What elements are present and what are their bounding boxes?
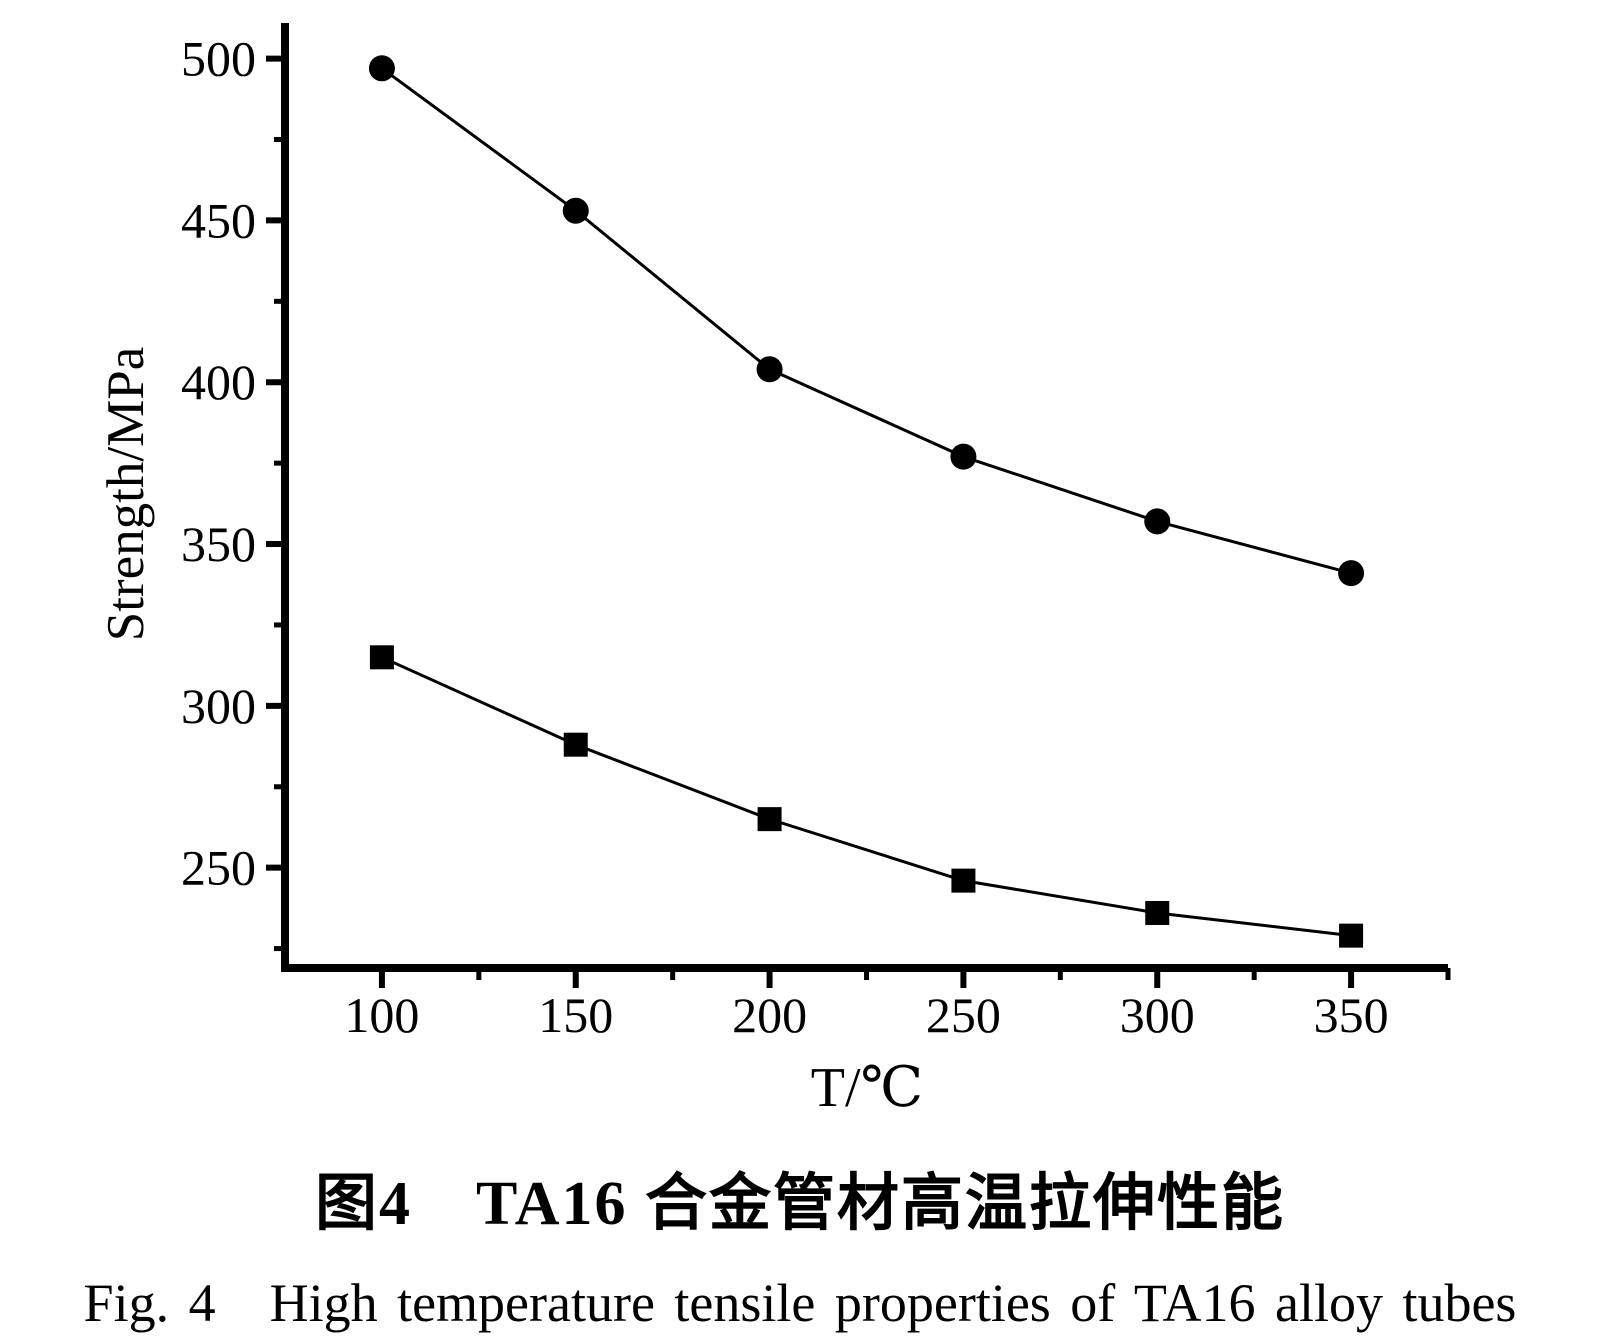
lower-strength-curve-line bbox=[381, 655, 1352, 938]
x-tick-label: 300 bbox=[1120, 987, 1195, 1043]
upper-strength-curve-point bbox=[368, 55, 395, 82]
x-tick-label: 350 bbox=[1314, 987, 1389, 1043]
upper-strength-curve-line bbox=[381, 67, 1352, 575]
line-chart: 250 300 350 400 450 500 100 150 200 250 300 350 Str… bbox=[97, 23, 1451, 1119]
x-tick-label: 150 bbox=[538, 987, 613, 1043]
lower-strength-curve-point bbox=[1145, 900, 1170, 925]
y-tick-label: 300 bbox=[181, 678, 256, 734]
y-tick-label: 350 bbox=[181, 516, 256, 572]
y-tick-label: 400 bbox=[181, 354, 256, 410]
y-axis-label: Strength/MPa bbox=[97, 347, 155, 641]
upper-strength-curve-point bbox=[562, 197, 589, 224]
y-tick-label: 250 bbox=[181, 840, 256, 896]
caption-english: Fig. 4 High temperature tensile properti… bbox=[83, 1273, 1517, 1333]
lower-strength-curve-point bbox=[563, 732, 588, 757]
upper-strength-curve-point bbox=[1338, 560, 1365, 587]
x-tick-label: 100 bbox=[344, 987, 419, 1043]
lower-strength-curve-point bbox=[369, 645, 394, 670]
lower-strength-curve-point bbox=[1339, 923, 1364, 948]
upper-strength-curve-point bbox=[1144, 508, 1171, 535]
x-axis-label: T/℃ bbox=[811, 1057, 923, 1119]
x-tick-label: 250 bbox=[926, 987, 1001, 1043]
lower-strength-curve-point bbox=[951, 868, 976, 893]
y-tick-label: 500 bbox=[181, 31, 256, 87]
x-tick-label: 200 bbox=[732, 987, 807, 1043]
upper-strength-curve-point bbox=[950, 443, 977, 470]
lower-strength-curve-point bbox=[757, 807, 782, 832]
upper-strength-curve-point bbox=[756, 356, 783, 383]
caption-chinese: 图4 TA16 合金管材高温拉伸性能 bbox=[314, 1170, 1286, 1238]
y-tick-label: 450 bbox=[181, 192, 256, 248]
